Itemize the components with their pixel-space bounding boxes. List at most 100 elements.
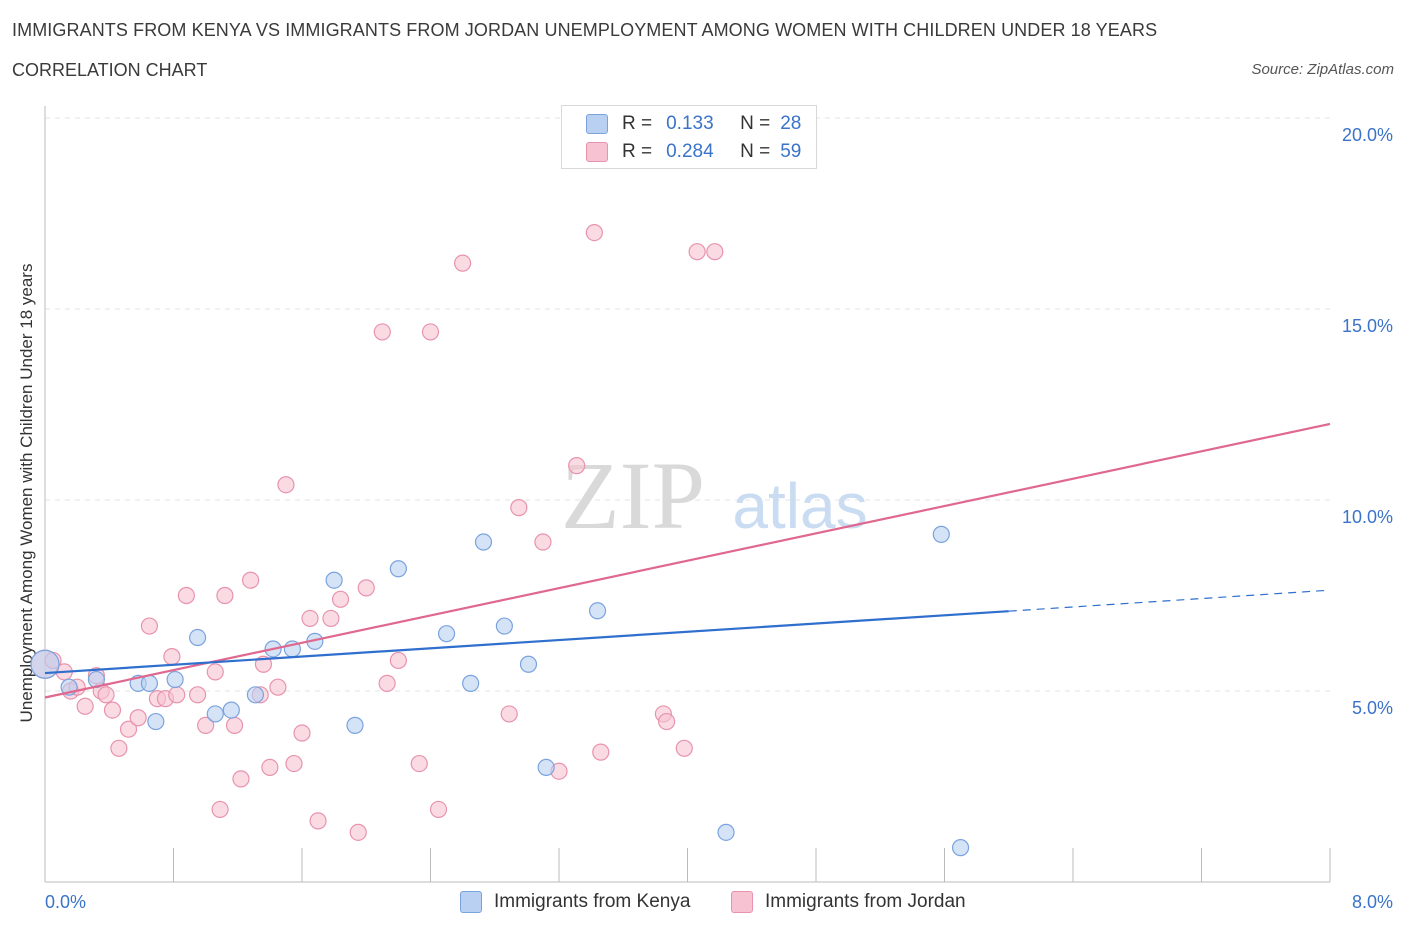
jordan-point — [378, 674, 396, 692]
y-tick-label: 5.0% — [1352, 698, 1393, 718]
jordan-point — [429, 800, 448, 819]
kenya-point — [717, 823, 735, 841]
jordan-point — [168, 686, 186, 704]
jordan-point — [585, 224, 603, 242]
y-tick-label: 20.0% — [1342, 125, 1393, 145]
kenya-point — [166, 670, 184, 689]
bottom-legend-jordan: Immigrants from Jordan — [731, 888, 966, 916]
jordan-point — [331, 590, 350, 608]
jordan-point — [675, 739, 693, 757]
kenya-point — [147, 712, 165, 731]
jordan-point — [206, 663, 224, 681]
jordan-points — [30, 224, 724, 841]
axes — [44, 106, 1331, 883]
jordan-legend-label: Immigrants from Jordan — [765, 891, 966, 912]
kenya-point — [246, 686, 265, 704]
trend-lines — [44, 422, 1331, 699]
jordan-point — [129, 709, 147, 727]
jordan-point — [293, 724, 311, 742]
kenya-trend-extension — [1008, 589, 1331, 612]
r-label: R = — [622, 113, 653, 134]
kenya-point — [537, 758, 555, 777]
kenya-point — [588, 602, 607, 620]
jordan-point — [269, 678, 287, 696]
jordan-point — [119, 720, 138, 738]
jordan-point — [216, 586, 234, 605]
jordan-point — [309, 812, 327, 830]
chart-title: IMMIGRANTS FROM KENYA VS IMMIGRANTS FROM… — [12, 20, 1158, 40]
jordan-point — [285, 754, 303, 773]
chart-subtitle: CORRELATION CHART — [12, 60, 208, 80]
kenya-point — [951, 839, 970, 857]
kenya-legend-label: Immigrants from Kenya — [494, 891, 691, 912]
source-credit: Source: ZipAtlas.com — [1251, 61, 1394, 78]
jordan-point — [140, 617, 159, 635]
jordan-swatch — [586, 142, 608, 162]
watermark: ZIP atlas — [561, 442, 868, 549]
jordan-point — [534, 533, 552, 551]
jordan-point — [242, 571, 260, 589]
jordan-point — [177, 586, 195, 605]
jordan-n-value: 59 — [780, 141, 802, 162]
jordan-point — [592, 743, 610, 761]
jordan-point — [688, 243, 706, 261]
jordan-point — [389, 651, 407, 670]
jordan-point — [410, 754, 428, 773]
kenya-point — [188, 628, 207, 647]
jordan-point — [510, 499, 528, 517]
jordan-point — [211, 800, 229, 819]
kenya-point — [437, 625, 456, 643]
y-tick-label: 15.0% — [1342, 316, 1393, 336]
jordan-point — [76, 697, 94, 715]
kenya-point — [932, 525, 950, 543]
y-tick-label: 10.0% — [1342, 507, 1393, 527]
kenya-point — [346, 716, 364, 734]
kenya-point — [325, 571, 343, 589]
kenya-point — [462, 674, 480, 692]
kenya-points — [30, 139, 970, 857]
jordan-point — [225, 716, 244, 734]
jordan-point — [349, 823, 367, 841]
jordan-point — [110, 739, 128, 757]
kenya-point — [222, 701, 240, 719]
jordan-point — [658, 712, 676, 731]
kenya-point — [206, 705, 224, 723]
r-label: R = — [622, 141, 653, 162]
jordan-point — [568, 457, 586, 475]
jordan-point — [188, 686, 207, 704]
jordan-r-value: 0.284 — [666, 141, 714, 162]
legend-row-kenya: R = 0.133 N = 28 — [586, 111, 801, 137]
n-label: N = — [740, 141, 771, 162]
jordan-point — [232, 770, 250, 788]
x-tick-label: 0.0% — [45, 892, 86, 912]
kenya-point — [519, 655, 538, 673]
kenya-legend-swatch — [460, 891, 482, 913]
x-tick-label: 8.0% — [1352, 892, 1393, 912]
kenya-n-value: 28 — [780, 113, 802, 134]
gridlines — [45, 117, 1330, 692]
jordan-point — [500, 705, 518, 723]
kenya-point — [30, 649, 60, 679]
jordan-point — [103, 701, 122, 719]
jordan-point — [261, 758, 279, 777]
jordan-point — [197, 716, 215, 734]
bottom-legend-kenya: Immigrants from Kenya — [460, 888, 690, 916]
jordan-point — [163, 648, 181, 666]
watermark-atlas: atlas — [732, 470, 867, 542]
kenya-point — [389, 560, 407, 578]
jordan-point — [373, 323, 391, 341]
kenya-trend-line — [44, 610, 1009, 675]
jordan-point — [322, 609, 340, 628]
kenya-swatch — [586, 114, 608, 134]
tick-labels: 5.0% 10.0% 15.0% 20.0% 0.0% 8.0% — [45, 125, 1393, 912]
kenya-point — [140, 674, 159, 692]
stats-legend: R = 0.133 N = 28 R = 0.284 N = 59 — [561, 105, 817, 169]
kenya-r-value: 0.133 — [666, 113, 714, 134]
jordan-point — [277, 476, 295, 494]
jordan-point — [421, 323, 440, 341]
jordan-legend-swatch — [731, 891, 753, 913]
jordan-point — [357, 579, 375, 597]
jordan-point — [706, 243, 724, 261]
legend-row-jordan: R = 0.284 N = 59 — [586, 139, 801, 165]
